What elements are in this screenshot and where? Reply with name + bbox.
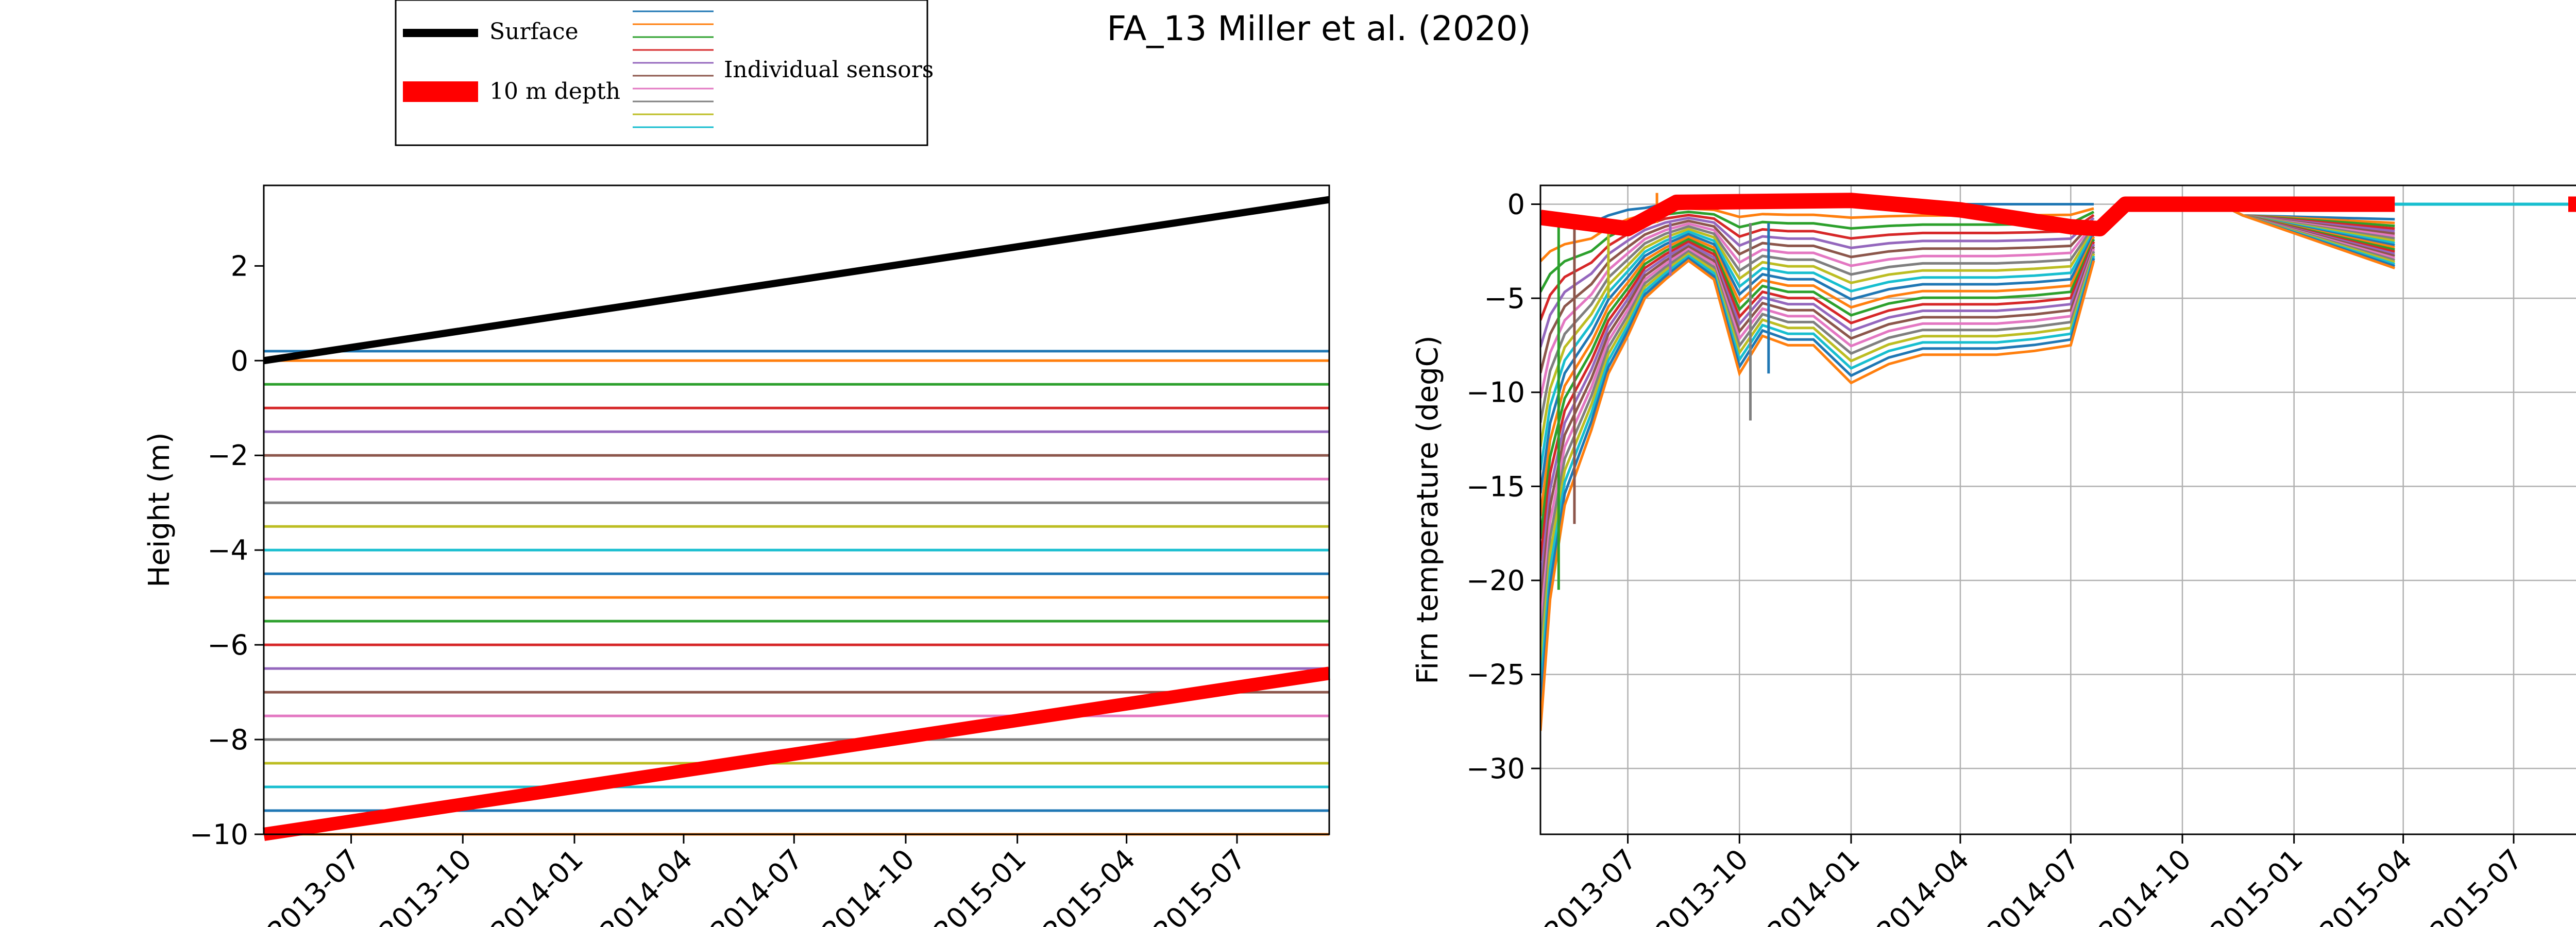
height-x-ticks: 2013-07 2013-10 2014-01 2014-04 2014-07 2014-… [261,834,1252,927]
height-x-tick-label: 2014-07 [704,843,809,927]
figure-title: FA_13 Miller et al. (2020) [1107,9,1531,48]
temperature-x-tick-label: 2014-07 [1980,843,2086,927]
temperature-y-tick-label: 0 [1507,188,1525,221]
height-series [263,196,1330,841]
height-y-tick-label: −2 [207,439,248,472]
legend-surface-label: Surface [489,19,579,45]
height-x-tick-label: 2014-10 [816,843,921,927]
legend: Surface 10 m depth Individual sensors [395,0,934,146]
temperature-grid [1540,185,2576,834]
temperature-panel: 0 −5 −10 −15 −20 −25 −30 2013-07 2013-10 2014-01… [1411,184,2576,927]
depth-10m-height-line [263,666,1330,841]
sensor-temperature-line [1540,233,2095,494]
height-y-tick-label: −6 [207,629,248,661]
temperature-x-tick-label: 2015-01 [2204,843,2309,927]
temperature-x-tick-label: 2013-07 [1538,843,1643,927]
temperature-y-tick-label: −20 [1466,564,1525,597]
legend-depth-label: 10 m depth [489,78,620,105]
legend-sensors-label: Individual sensors [724,57,934,83]
temperature-y-tick-label: −15 [1466,470,1525,503]
temperature-axes-frame [1539,184,2576,835]
temperature-x-tick-label: 2015-07 [2424,843,2529,927]
temperature-y-ticks: 0 −5 −10 −15 −20 −25 −30 [1466,188,1540,785]
height-x-tick-label: 2015-04 [1037,843,1142,927]
height-x-tick-label: 2013-10 [372,843,478,927]
temperature-x-tick-label: 2014-10 [2092,843,2197,927]
height-panel: 20−2−4−6−8−10 2013-07 2013-10 2014-01 2014-… [143,184,1330,927]
temperature-series [1540,193,2576,731]
temperature-y-tick-label: −10 [1466,376,1525,409]
legend-sensor-swatches [633,10,714,128]
height-x-tick-label: 2013-07 [261,843,366,927]
height-y-tick-label: 0 [231,345,248,377]
depth-10m-temperature-line [1540,193,2395,236]
temperature-y-tick-label: −25 [1466,659,1525,691]
temperature-y-axis-label: Firn temperature (degC) [1411,335,1445,684]
height-y-tick-label: −4 [207,534,248,566]
height-y-tick-label: −8 [207,724,248,756]
height-y-axis-label: Height (m) [143,432,176,587]
height-x-tick-label: 2014-04 [594,843,699,927]
temperature-y-tick-label: −30 [1466,752,1525,785]
temperature-x-tick-label: 2013-10 [1649,843,1754,927]
temperature-y-tick-label: −5 [1484,282,1525,315]
surface-height-line [263,196,1330,365]
height-y-tick-label: −10 [190,818,248,851]
height-axes-frame [263,184,1330,835]
height-x-tick-label: 2014-01 [484,843,589,927]
height-y-tick-label: 2 [231,250,248,282]
height-y-ticks: 2 0 −2 −4 −6 −8 −10 [190,250,264,851]
temperature-x-ticks: 2013-07 2013-10 2014-01 2014-04 2014-07 2014-… [1538,834,2529,927]
temperature-x-tick-label: 2015-04 [2313,843,2418,927]
sensor-temperature-line [1540,235,2095,517]
temperature-x-tick-label: 2014-04 [1870,843,1975,927]
height-x-tick-label: 2015-01 [927,843,1032,927]
height-x-tick-label: 2015-07 [1147,843,1252,927]
temperature-x-tick-label: 2014-01 [1761,843,1866,927]
